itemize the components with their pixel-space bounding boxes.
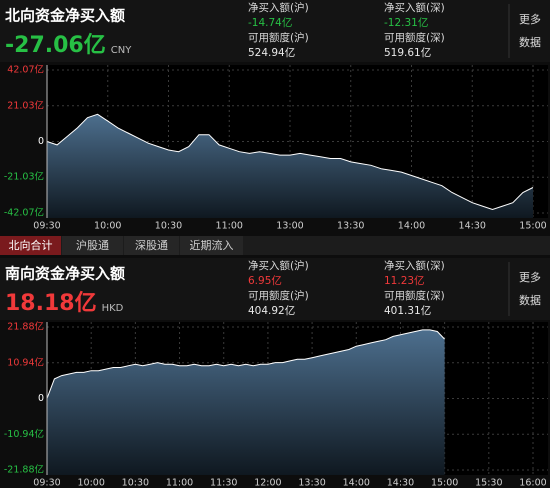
stat-label: 净买入额(沪) [248, 259, 309, 272]
y-tick-label: -21.03亿 [4, 171, 44, 183]
stat-value: 404.92亿 [248, 304, 295, 317]
x-tick-label: 10:00 [77, 478, 104, 488]
x-tick-label: 13:00 [276, 221, 303, 232]
x-tick-label: 14:30 [387, 478, 414, 488]
headline-value: -27.06亿 [5, 33, 106, 58]
stat-label: 可用额度(深) [384, 31, 445, 44]
currency: HKD [102, 303, 124, 314]
x-tick-label: 15:00 [519, 221, 546, 232]
y-tick-label: -21.88亿 [4, 464, 44, 476]
stat-label: 净买入额(沪) [248, 1, 309, 14]
tab-label[interactable]: 深股通 [135, 239, 168, 252]
stat-value: 11.23亿 [384, 274, 425, 287]
tab-label[interactable]: 沪股通 [76, 238, 109, 252]
stat-value: 519.61亿 [384, 46, 431, 59]
x-tick-label: 13:30 [337, 221, 364, 232]
y-tick-label: -42.07亿 [4, 207, 44, 219]
y-tick-label: 0 [38, 136, 44, 147]
x-tick-label: 10:30 [155, 221, 182, 232]
more-button[interactable]: 数据 [519, 293, 541, 307]
more-button[interactable]: 更多 [519, 270, 541, 284]
y-tick-label: 42.07亿 [7, 64, 44, 76]
panel-title: 南向资金净买入额 [5, 265, 125, 283]
y-tick-label: 10.94亿 [7, 356, 44, 368]
y-tick-label: 21.03亿 [7, 99, 44, 111]
x-tick-label: 10:30 [122, 478, 149, 488]
x-tick-label: 09:30 [33, 221, 60, 232]
series-line [46, 113, 534, 211]
x-tick-label: 09:30 [33, 478, 60, 488]
y-tick-label: -10.94亿 [4, 428, 44, 440]
panel-title: 北向资金净买入额 [5, 7, 125, 25]
x-tick-label: 11:00 [166, 478, 193, 488]
stat-value: -12.31亿 [384, 16, 428, 29]
y-tick-label: 21.88亿 [7, 321, 44, 333]
stat-value: 401.31亿 [384, 304, 431, 317]
x-tick-label: 15:00 [431, 478, 458, 488]
tab[interactable] [62, 236, 123, 255]
currency: CNY [111, 45, 132, 56]
x-tick-label: 15:30 [475, 478, 502, 488]
x-tick-label: 13:30 [298, 478, 325, 488]
stat-label: 可用额度(深) [384, 289, 445, 302]
x-tick-label: 14:00 [343, 478, 370, 488]
stat-value: 524.94亿 [248, 46, 295, 59]
stat-label: 可用额度(沪) [248, 31, 309, 44]
tab[interactable] [180, 236, 243, 255]
x-tick-label: 16:00 [519, 478, 546, 488]
x-tick-label: 14:30 [459, 221, 486, 232]
x-tick-label: 14:00 [398, 221, 425, 232]
series-line [46, 329, 445, 399]
stat-value: 6.95亿 [248, 274, 282, 287]
header-bg [0, 258, 550, 320]
stat-label: 净买入额(深) [384, 1, 445, 14]
area-fill [47, 329, 445, 475]
x-tick-label: 12:00 [254, 478, 281, 488]
stat-value: -14.74亿 [248, 16, 292, 29]
header-bg [0, 0, 550, 62]
tab-label[interactable]: 北向合计 [9, 238, 53, 252]
x-tick-label: 11:30 [210, 478, 237, 488]
tab-label[interactable]: 近期流入 [190, 238, 234, 252]
more-button[interactable]: 数据 [519, 35, 541, 49]
y-tick-label: 0 [38, 393, 44, 404]
x-tick-label: 11:00 [216, 221, 243, 232]
tab[interactable] [124, 236, 179, 255]
tab[interactable] [0, 236, 61, 255]
area-fill [47, 114, 533, 218]
stat-label: 净买入额(深) [384, 259, 445, 272]
stat-label: 可用额度(沪) [248, 289, 309, 302]
more-button[interactable]: 更多 [519, 12, 541, 26]
x-tick-label: 10:00 [94, 221, 121, 232]
headline-value: 18.18亿 [5, 291, 97, 316]
